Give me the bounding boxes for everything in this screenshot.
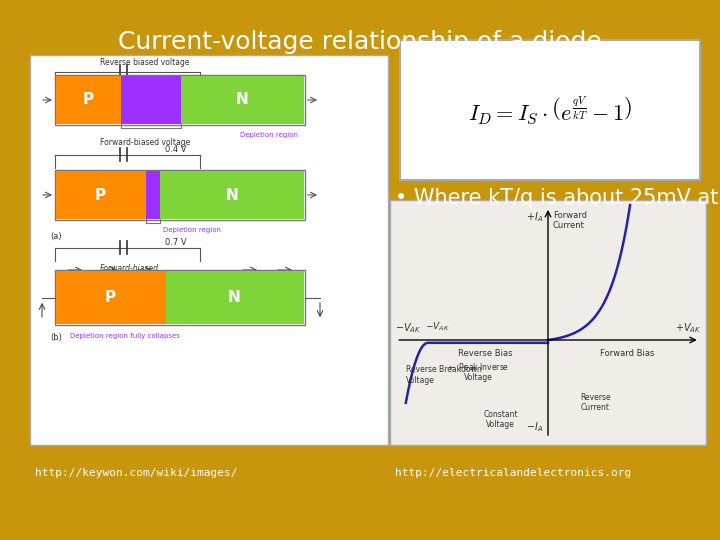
Text: http://keywon.com/wiki/images/: http://keywon.com/wiki/images/ (35, 468, 238, 478)
Text: 0.7 V: 0.7 V (165, 238, 186, 247)
Bar (121, 76, 181, 124)
Bar (160, 171, 304, 219)
Text: N: N (235, 92, 248, 107)
Text: Depletion region fully collapses: Depletion region fully collapses (70, 333, 180, 339)
Text: N: N (228, 291, 240, 306)
Bar (390, 200, 706, 445)
Text: $\leftarrow$ Peak Inverse
Voltage: $\leftarrow$ Peak Inverse Voltage (447, 361, 510, 382)
Text: Reverse Bias: Reverse Bias (457, 349, 512, 357)
Text: $-V_{AK}$: $-V_{AK}$ (425, 321, 449, 333)
Text: $-V_{AK}$: $-V_{AK}$ (395, 321, 421, 335)
Text: Forward-biased: Forward-biased (100, 264, 159, 273)
Text: Depletion region: Depletion region (240, 132, 298, 138)
Text: 0.4 V: 0.4 V (165, 145, 186, 154)
Text: $+I_A$: $+I_A$ (526, 211, 544, 224)
Bar (146, 171, 160, 219)
Text: Forward-biased voltage: Forward-biased voltage (100, 138, 190, 147)
Text: Forward Bias: Forward Bias (600, 349, 654, 357)
Text: P: P (82, 92, 94, 107)
Bar (56, 171, 146, 219)
Text: http://electricalandelectronics.org: http://electricalandelectronics.org (395, 468, 631, 478)
Text: Reverse
Current: Reverse Current (580, 393, 611, 412)
Text: P: P (94, 187, 106, 202)
Text: (a): (a) (50, 232, 62, 241)
Text: N: N (225, 187, 238, 202)
Bar (55, 75, 305, 125)
Text: • Where kT/q is about 25mV at room temp: • Where kT/q is about 25mV at room temp (395, 188, 720, 208)
Bar (30, 55, 388, 445)
Bar (166, 271, 304, 324)
Text: $+V_{AK}$: $+V_{AK}$ (675, 321, 701, 335)
Text: (b): (b) (50, 333, 62, 342)
Text: Current-voltage relationship of a diode: Current-voltage relationship of a diode (118, 30, 602, 54)
Text: $I_D = I_S\cdot\left(e^{\frac{qV}{kT}}-1\right)$: $I_D = I_S\cdot\left(e^{\frac{qV}{kT}}-1… (468, 94, 632, 126)
Text: Constant
Voltage: Constant Voltage (483, 410, 518, 429)
Bar (56, 76, 121, 124)
Text: P: P (104, 291, 116, 306)
Bar (181, 76, 304, 124)
Text: Forward
Current: Forward Current (553, 211, 587, 230)
Bar (56, 271, 166, 324)
Text: Partial forward-biased: Partial forward-biased (100, 170, 184, 179)
Bar (55, 170, 305, 220)
Text: Reverse Breakdown
Voltage: Reverse Breakdown Voltage (406, 365, 482, 384)
Bar (55, 270, 305, 325)
Text: $-I_A$: $-I_A$ (526, 421, 544, 435)
Text: Reverse biased voltage: Reverse biased voltage (100, 58, 189, 67)
Bar (400, 40, 700, 180)
Text: Depletion region: Depletion region (163, 227, 221, 233)
